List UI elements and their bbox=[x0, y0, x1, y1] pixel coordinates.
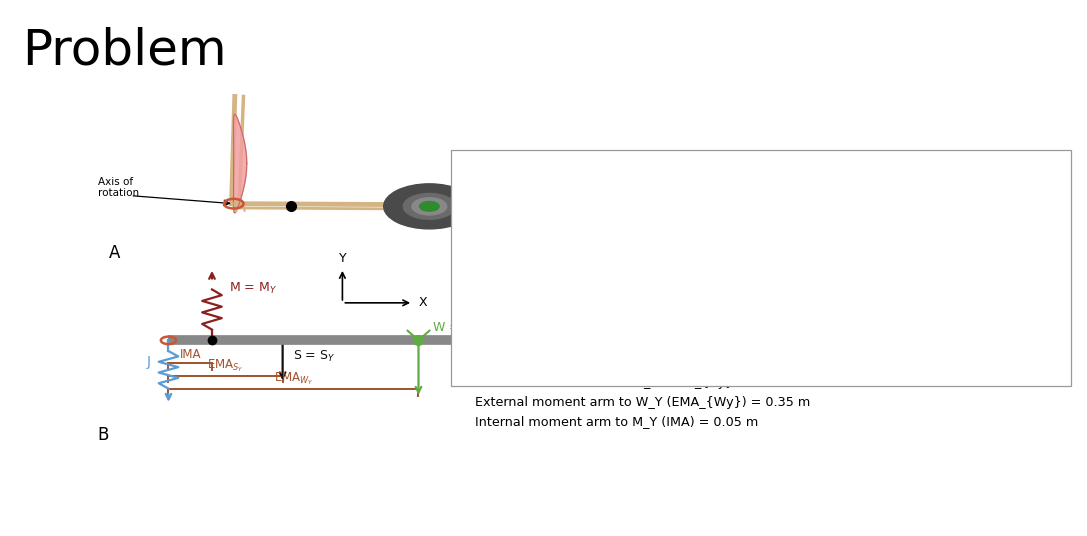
Text: W = W$_Y$: W = W$_Y$ bbox=[432, 321, 483, 336]
Text: X: X bbox=[418, 296, 427, 309]
Text: Exercise weight (W) = 60 N: Exercise weight (W) = 60 N bbox=[475, 287, 650, 300]
Text: J: J bbox=[147, 355, 151, 369]
Circle shape bbox=[403, 193, 455, 219]
Text: Forearm-hand segment weight (S) = 17 N: Forearm-hand segment weight (S) = 17 N bbox=[475, 268, 742, 281]
Circle shape bbox=[384, 184, 475, 229]
FancyBboxPatch shape bbox=[451, 150, 1071, 386]
Text: Problem: Problem bbox=[22, 27, 226, 75]
Circle shape bbox=[412, 198, 447, 215]
Text: IMA: IMA bbox=[179, 348, 201, 361]
Text: A: A bbox=[109, 244, 120, 262]
Text: Y: Y bbox=[338, 252, 347, 265]
Text: Angle-of-insertion of M to forearm = 90°: Angle-of-insertion of M to forearm = 90° bbox=[475, 198, 733, 211]
Text: B: B bbox=[98, 426, 109, 444]
Text: Joint reaction force (J) at the elbow = unknown: Joint reaction force (J) at the elbow = … bbox=[475, 326, 774, 339]
Text: Angles:: Angles: bbox=[460, 160, 514, 173]
Text: Axis of
rotation: Axis of rotation bbox=[98, 177, 139, 198]
Text: Internal moment arm to M_Y (IMA) = 0.05 m: Internal moment arm to M_Y (IMA) = 0.05 … bbox=[475, 415, 759, 428]
Text: Moment arms:: Moment arms: bbox=[460, 357, 563, 370]
Text: Angle of forearm-hand segment relative to horizontal = 0°: Angle of forearm-hand segment relative t… bbox=[475, 179, 850, 192]
Text: M = M$_Y$: M = M$_Y$ bbox=[229, 280, 277, 296]
Text: EMA$_{S_Y}$: EMA$_{S_Y}$ bbox=[208, 357, 243, 374]
Text: Forces:: Forces: bbox=[460, 249, 512, 262]
Polygon shape bbox=[234, 114, 247, 213]
Text: Angle of J to X axis = unknown: Angle of J to X axis = unknown bbox=[475, 218, 672, 230]
Circle shape bbox=[420, 202, 439, 211]
Text: Muscle force (M) = unknown: Muscle force (M) = unknown bbox=[475, 307, 658, 319]
Text: External moment arm to S_Y (EMA_{Sy}) = 0.15 m: External moment arm to S_Y (EMA_{Sy}) = … bbox=[475, 376, 802, 389]
Text: S = S$_Y$: S = S$_Y$ bbox=[293, 349, 336, 364]
Text: EMA$_{W_Y}$: EMA$_{W_Y}$ bbox=[274, 370, 313, 387]
Text: External moment arm to W_Y (EMA_{Wy}) = 0.35 m: External moment arm to W_Y (EMA_{Wy}) = … bbox=[475, 396, 810, 408]
